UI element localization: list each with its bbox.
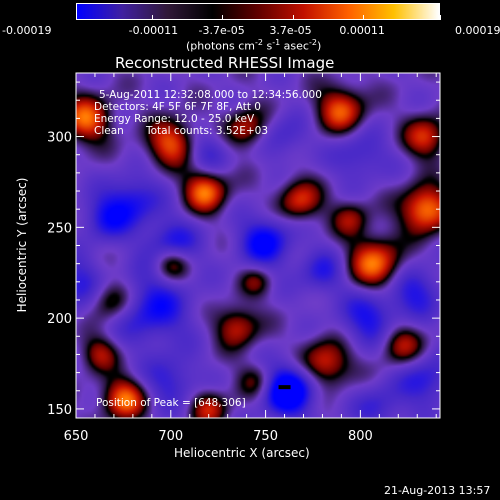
colorbar-tick [75,15,77,20]
colorbar-unit-close: ) [316,39,322,53]
y-tick-label: 250 [47,221,72,236]
colorbar-unit-mid: s [262,39,273,53]
colorbar-tick [222,15,224,20]
colorbar-tick [362,15,364,20]
colorbar-tick-label: -3.7e-05 [198,24,245,37]
annotation-clean: Clean [94,125,124,137]
y-axis-label: Heliocentric Y (arcsec) [15,177,29,313]
x-tick-label: 700 [158,429,183,444]
heatmap-image [76,73,440,418]
y-tick-label: 150 [47,403,72,418]
footer-date: 21-Aug-2013 13:57 [384,484,491,497]
colorbar-unit-main: (photons cm [186,39,255,53]
annotation-time-range: 5-Aug-2011 12:32:08.000 to 12:34:56.000 [99,89,322,101]
annotation-energy: Energy Range: 12.0 - 25.0 keV [94,113,255,125]
colorbar-unit-exp1: -2 [254,38,263,47]
x-tick-label: 800 [348,429,373,444]
chart-title: Reconstructed RHESSI Image [115,54,335,72]
colorbar-tick [152,15,154,20]
y-tick-label: 300 [47,131,72,146]
minimum-marker [278,385,291,390]
colorbar-unit: (photons cm-2 s-1 asec-2) [186,38,321,53]
colorbar-tick-label: 0.00011 [339,24,385,37]
colorbar-tick-label: 0.00019 [455,24,500,37]
annotation-detectors: Detectors: 4F 5F 6F 7F 8F, Att 0 [94,101,261,113]
colorbar-unit-tail: asec [280,39,309,53]
colorbar-unit-exp3: -2 [308,38,317,47]
annotation-peak-position: Position of Peak = [648,306] [96,397,246,409]
annotation-total-counts: Total counts: 3.52E+03 [146,125,269,137]
colorbar [76,3,440,20]
colorbar-tick [292,15,294,20]
colorbar-tick-label: -0.00019 [2,24,52,37]
x-axis-label: Heliocentric X (arcsec) [174,446,310,460]
colorbar-ticks: -0.00019 -0.00011 -3.7e-05 3.7e-05 0.00011 0.… [0,0,500,40]
colorbar-tick-label: -0.00011 [128,24,179,37]
x-tick-label: 750 [253,429,278,444]
colorbar-gradient [76,3,440,20]
colorbar-tick [439,15,441,20]
colorbar-unit-exp2: -1 [272,38,281,47]
x-tick-label: 650 [64,429,89,444]
colorbar-tick-label: 3.7e-05 [269,24,312,37]
y-tick-label: 200 [47,312,72,327]
